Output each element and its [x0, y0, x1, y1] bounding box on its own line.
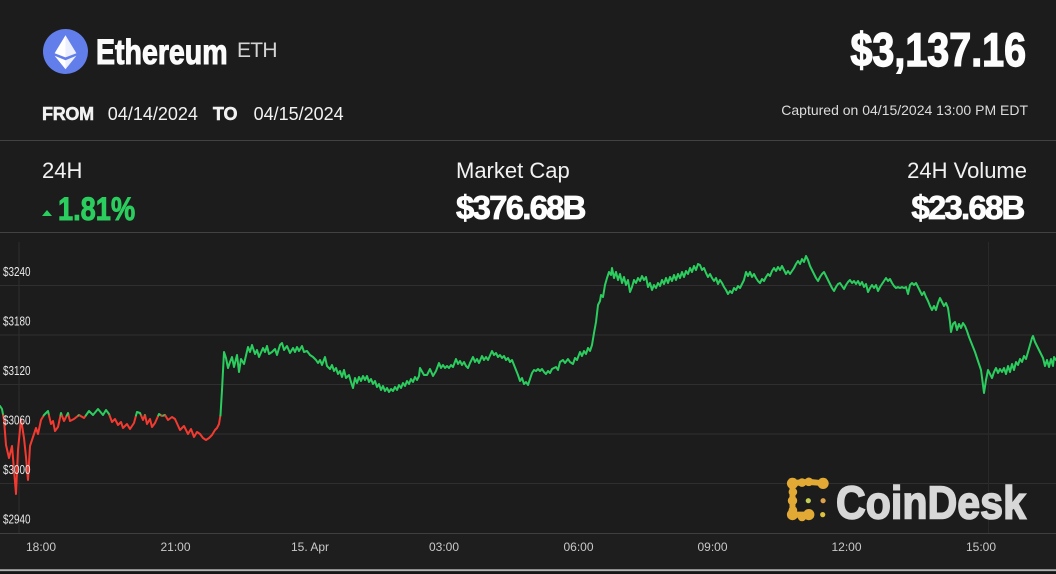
svg-text:15. Apr: 15. Apr	[291, 540, 329, 554]
svg-text:$3240: $3240	[3, 265, 31, 279]
svg-text:$3060: $3060	[3, 414, 31, 428]
svg-text:$3000: $3000	[3, 463, 31, 477]
svg-text:03:00: 03:00	[429, 540, 459, 554]
svg-text:18:00: 18:00	[26, 540, 56, 554]
svg-text:12:00: 12:00	[831, 540, 861, 554]
svg-text:06:00: 06:00	[563, 540, 593, 554]
svg-text:CoinDesk: CoinDesk	[836, 477, 1026, 527]
svg-text:$3120: $3120	[3, 364, 31, 378]
svg-text:21:00: 21:00	[160, 540, 190, 554]
svg-text:15:00: 15:00	[966, 540, 996, 554]
svg-text:$2940: $2940	[3, 513, 31, 527]
svg-text:09:00: 09:00	[697, 540, 727, 554]
svg-text:$3180: $3180	[3, 315, 31, 329]
